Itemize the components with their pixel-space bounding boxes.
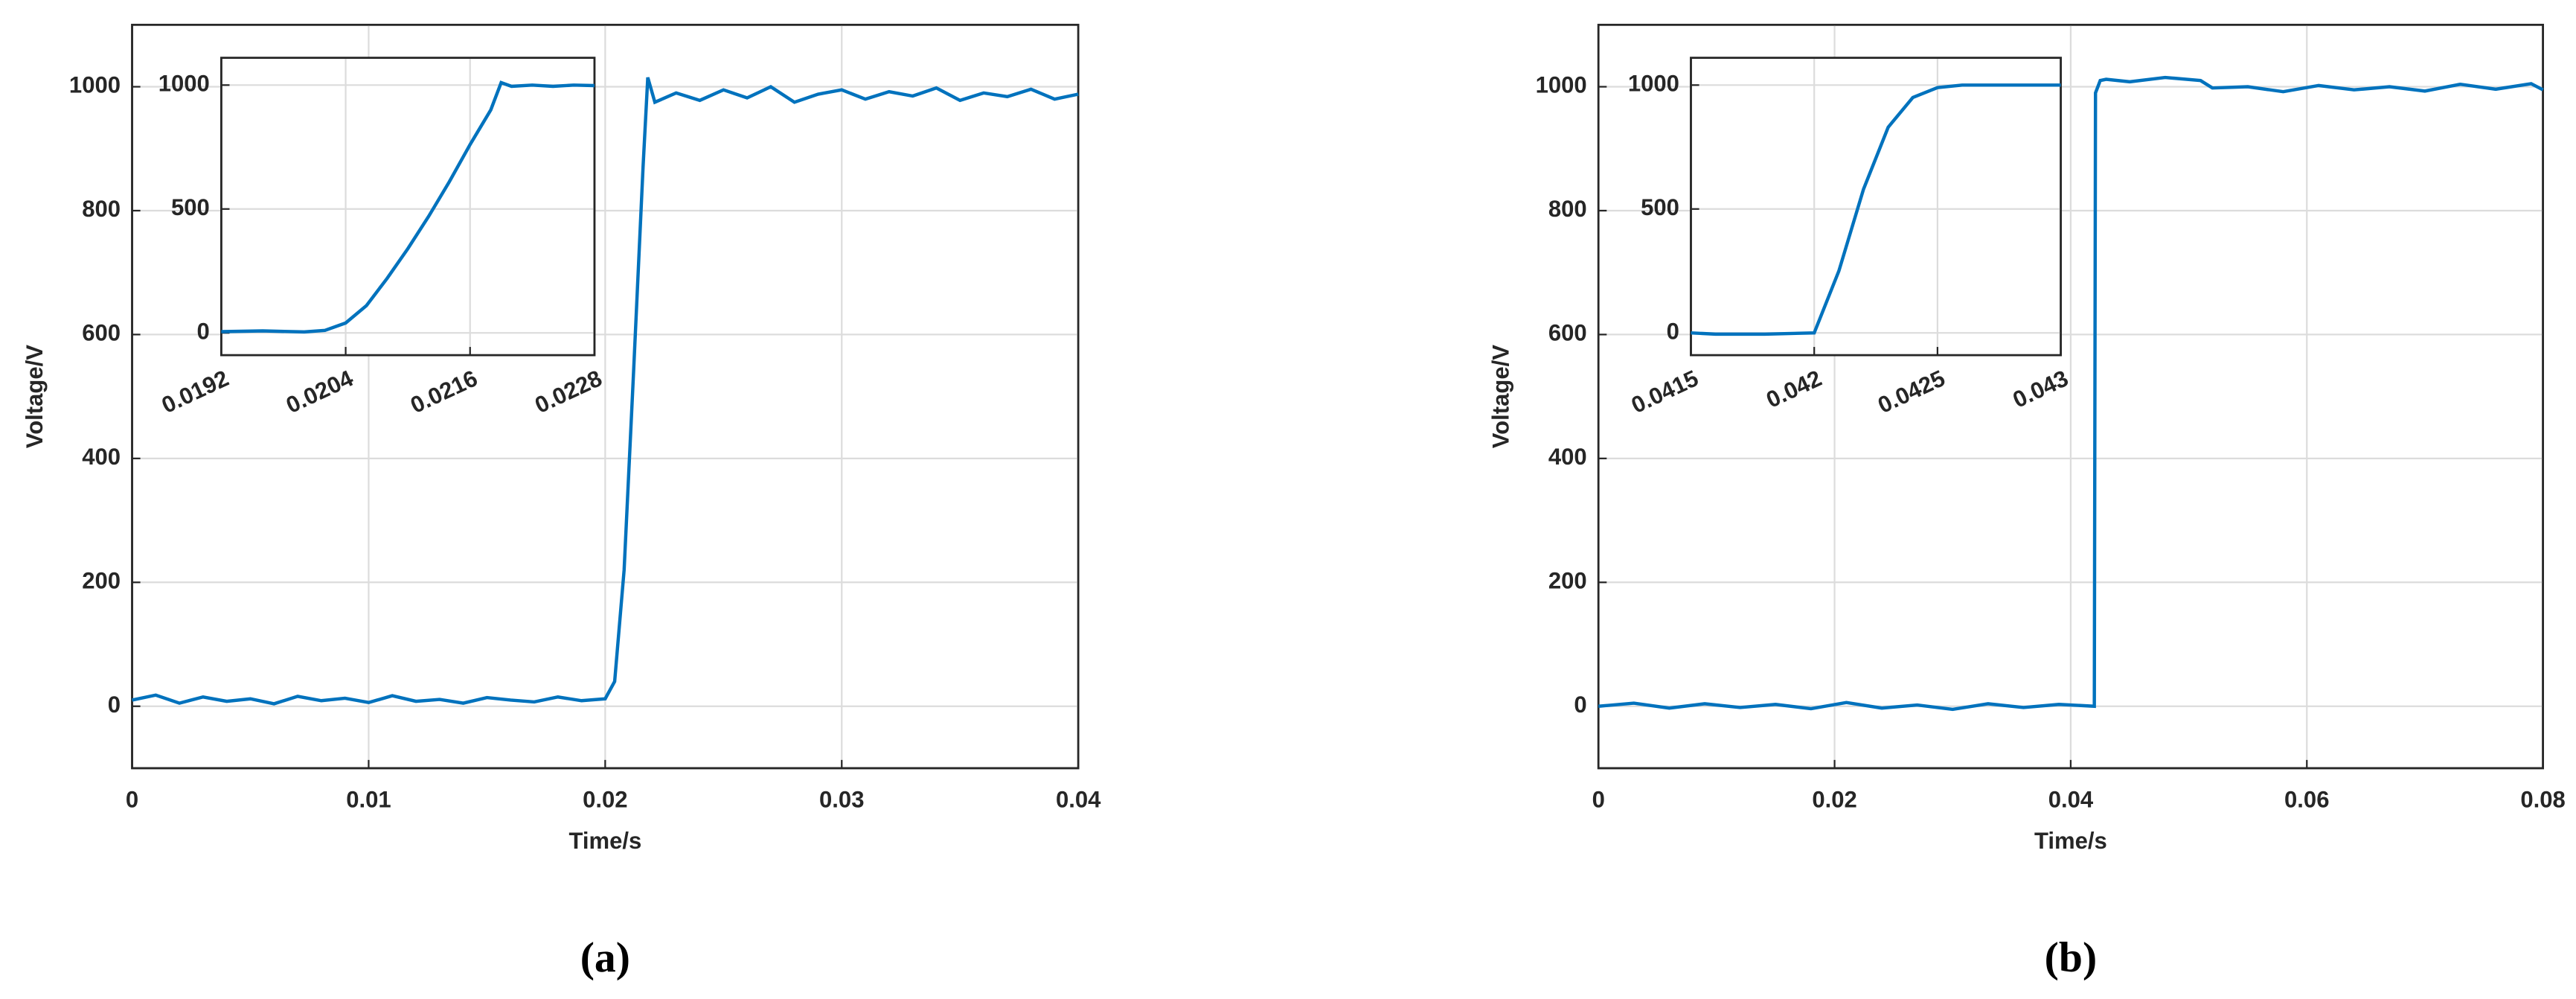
y-tick-label: 0 — [1667, 318, 1679, 344]
y-tick-label: 0 — [1574, 692, 1586, 718]
y-tick-label: 600 — [82, 320, 121, 346]
x-axis-label: Time/s — [568, 828, 641, 854]
y-tick-label: 200 — [1548, 567, 1587, 593]
x-tick-label: 0.04 — [1056, 787, 1101, 813]
x-tick-label: 0.02 — [1812, 787, 1856, 813]
y-axis-label: Voltage/V — [22, 345, 48, 448]
y-tick-label: 500 — [1641, 194, 1679, 220]
y-tick-label: 800 — [1548, 196, 1587, 222]
x-tick-label: 0.04 — [2048, 787, 2094, 813]
plot-frame — [220, 57, 596, 357]
y-tick-label: 800 — [82, 196, 121, 222]
x-tick-label: 0 — [1592, 787, 1605, 813]
plot-area — [1690, 57, 2062, 357]
plot-frame — [1597, 23, 2544, 770]
x-axis-label: Time/s — [2034, 828, 2107, 854]
data-line — [132, 77, 1079, 706]
y-tick-label: 400 — [1548, 444, 1587, 470]
y-tick-label: 400 — [82, 444, 121, 470]
data-line — [1598, 75, 2544, 712]
y-axis-label: Voltage/V — [1488, 345, 1514, 448]
y-tick-label: 200 — [82, 567, 121, 593]
y-tick-label: 1000 — [1536, 72, 1587, 98]
data-line — [221, 80, 595, 334]
data-line — [1691, 83, 2061, 336]
y-tick-label: 0 — [108, 692, 121, 718]
y-tick-label: 1000 — [1628, 71, 1679, 97]
x-tick-label: 0.06 — [2284, 787, 2329, 813]
caption: (a) — [580, 934, 630, 981]
plot-area — [220, 57, 596, 357]
y-tick-label: 500 — [171, 194, 210, 220]
x-tick-label: 0 — [126, 787, 138, 813]
y-tick-label: 0 — [197, 318, 210, 344]
y-tick-label: 600 — [1548, 320, 1587, 346]
x-tick-label: 0.01 — [346, 787, 391, 813]
y-tick-label: 1000 — [69, 72, 121, 98]
y-tick-label: 1000 — [158, 71, 210, 97]
plot-frame — [1690, 57, 2062, 357]
x-tick-label: 0.08 — [2520, 787, 2565, 813]
x-tick-label: 0.02 — [583, 787, 627, 813]
plot-frame — [131, 23, 1080, 770]
x-tick-label: 0.03 — [819, 787, 864, 813]
caption: (b) — [2045, 934, 2098, 981]
